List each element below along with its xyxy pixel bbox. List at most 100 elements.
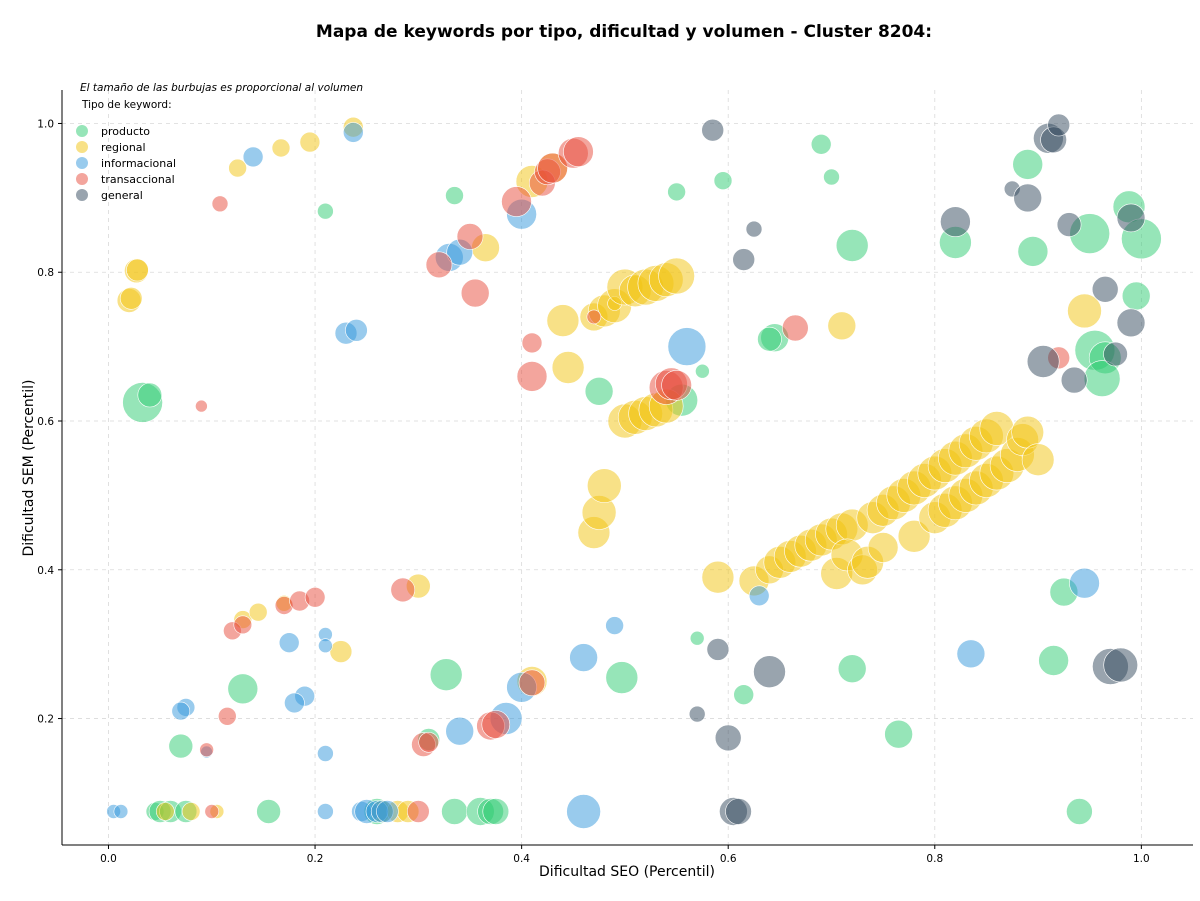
bubble-point bbox=[745, 220, 763, 238]
bubble-point bbox=[701, 560, 735, 594]
bubble-point bbox=[1047, 113, 1070, 137]
bubble-point bbox=[1011, 415, 1044, 449]
legend-label-general: general bbox=[101, 189, 143, 202]
bubble-point bbox=[725, 798, 752, 825]
bubble-point bbox=[569, 643, 598, 672]
bubble-point bbox=[757, 326, 782, 352]
size-note: El tamaño de las burbujas es proporciona… bbox=[80, 82, 363, 94]
bubble-point bbox=[1116, 308, 1146, 338]
y-tick-label: 0.2 bbox=[37, 714, 54, 726]
bubble-point bbox=[119, 286, 143, 310]
bubble-point bbox=[242, 146, 264, 168]
series-regional bbox=[116, 116, 1102, 823]
bubble-point bbox=[897, 519, 931, 553]
x-ticks: 0.0 0.2 0.4 0.6 0.8 1.0 bbox=[100, 845, 1150, 865]
bubble-point bbox=[278, 632, 300, 654]
bubble-point bbox=[1069, 567, 1100, 599]
bubble-point bbox=[1116, 203, 1146, 233]
bubble-point bbox=[329, 640, 353, 663]
legend-marker-transaccional bbox=[76, 173, 88, 185]
legend-marker-regional bbox=[76, 141, 88, 153]
bubble-point bbox=[227, 673, 259, 705]
bubble-point bbox=[605, 616, 624, 635]
bubble-point bbox=[667, 182, 686, 202]
legend-marker-informacional bbox=[76, 157, 88, 169]
bubble-point bbox=[563, 136, 594, 167]
bubble-point bbox=[586, 309, 602, 325]
bubble-point bbox=[1013, 183, 1042, 213]
x-tick-label: 0.6 bbox=[720, 853, 737, 865]
bubble-point bbox=[195, 399, 208, 413]
bubble-point bbox=[284, 692, 305, 714]
bubble-point bbox=[181, 802, 201, 821]
bubble-point bbox=[342, 122, 364, 143]
bubble-point bbox=[171, 701, 191, 721]
bubble-point bbox=[1091, 275, 1119, 303]
bubble-point bbox=[345, 318, 368, 342]
y-axis-label: Dificultad SEM (Percentil) bbox=[21, 380, 37, 557]
bubble-point bbox=[304, 586, 326, 608]
y-tick-label: 0.8 bbox=[37, 267, 54, 279]
legend-label-producto: producto bbox=[101, 125, 150, 138]
x-tick-label: 0.2 bbox=[307, 853, 324, 865]
y-tick-label: 1.0 bbox=[37, 118, 54, 130]
bubble-point bbox=[318, 638, 333, 654]
bubble-point bbox=[753, 655, 786, 689]
bubble-point bbox=[546, 304, 580, 337]
bubble-point bbox=[460, 278, 490, 308]
y-tick-label: 0.6 bbox=[37, 416, 54, 428]
bubble-point bbox=[867, 532, 899, 563]
bubble-point bbox=[317, 745, 334, 762]
legend-label-transaccional: transaccional bbox=[101, 173, 175, 186]
bubble-point bbox=[940, 206, 971, 237]
bubble-point bbox=[733, 684, 755, 706]
x-tick-label: 0.0 bbox=[100, 853, 117, 865]
bubble-point bbox=[126, 258, 149, 282]
bubble-point bbox=[837, 654, 867, 684]
bubble-point bbox=[605, 661, 639, 694]
bubble-point bbox=[706, 638, 730, 661]
bubble-point bbox=[137, 382, 163, 408]
y-tick-label: 0.4 bbox=[37, 565, 54, 577]
bubble-point bbox=[1012, 149, 1043, 180]
legend-marker-producto bbox=[76, 125, 88, 137]
bubble-point bbox=[884, 719, 913, 749]
bubble-point bbox=[271, 138, 291, 158]
bubble-point bbox=[518, 669, 546, 697]
bubble-point bbox=[1017, 236, 1049, 267]
bubble-point bbox=[445, 716, 475, 746]
bubble-point bbox=[1121, 281, 1151, 311]
bubble-point bbox=[429, 658, 463, 692]
bubble-point bbox=[317, 803, 334, 820]
series-transaccional bbox=[195, 136, 1070, 823]
bubble-point bbox=[714, 724, 742, 752]
bubble-point bbox=[299, 131, 321, 153]
bubble-point bbox=[228, 158, 247, 178]
bubble-point bbox=[667, 327, 707, 366]
bubble-point bbox=[695, 363, 710, 379]
bubble-point bbox=[827, 311, 857, 341]
bubble-point bbox=[418, 731, 440, 753]
bubble-point bbox=[732, 248, 756, 271]
bubble-point bbox=[689, 630, 705, 646]
bubble-point bbox=[823, 168, 840, 186]
bubble-point bbox=[204, 804, 220, 819]
bubble-point bbox=[1021, 443, 1055, 477]
bubble-point bbox=[256, 799, 281, 824]
bubble-point bbox=[584, 376, 614, 406]
bubble-point bbox=[1038, 645, 1069, 676]
bubble-point bbox=[233, 615, 253, 635]
bubble-point bbox=[521, 332, 543, 354]
bubble-point bbox=[168, 733, 194, 759]
bubble-point bbox=[586, 468, 622, 504]
bubble-point bbox=[248, 602, 268, 622]
bubble-point bbox=[688, 705, 706, 723]
bubble-point bbox=[113, 804, 129, 819]
legend-label-informacional: informacional bbox=[101, 157, 176, 170]
bubble-point bbox=[445, 186, 464, 205]
legend-marker-general bbox=[76, 189, 88, 201]
bubble-point bbox=[516, 361, 548, 392]
x-tick-label: 0.8 bbox=[926, 853, 943, 865]
